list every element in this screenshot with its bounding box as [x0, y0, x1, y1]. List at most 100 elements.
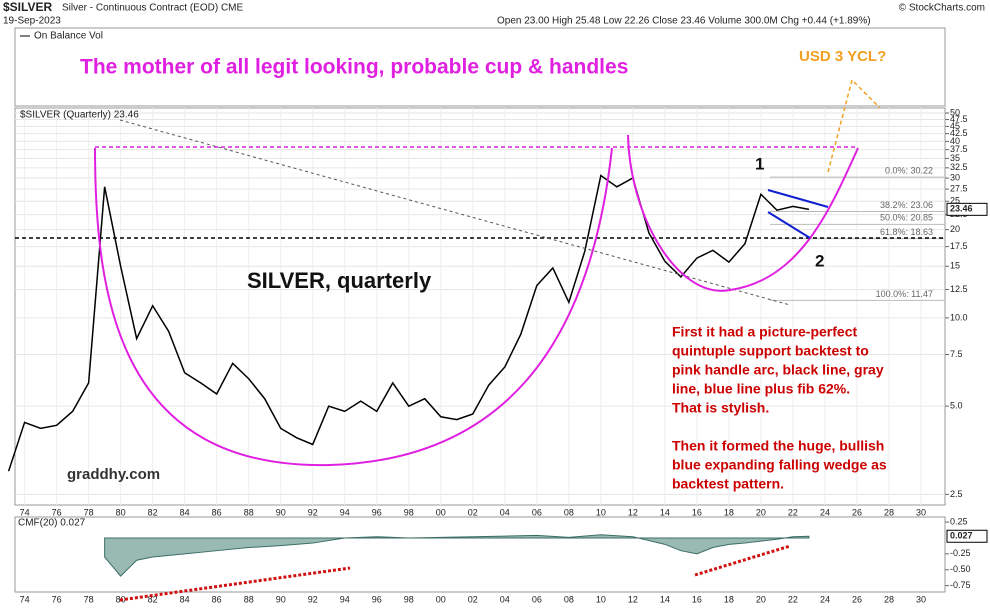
- x-tick-label: 10: [596, 507, 606, 517]
- target-label: USD 3 YCL?: [799, 48, 886, 65]
- x-tick-label: 98: [404, 507, 414, 517]
- y-tick-label: 30: [950, 172, 960, 182]
- cmf-area: [104, 534, 810, 577]
- x-tick-label: 16: [692, 594, 702, 604]
- symbol: $SILVER: [3, 0, 52, 14]
- y-tick-label: -0.25: [950, 548, 971, 558]
- x-tick-label: 12: [628, 594, 638, 604]
- y-tick-label: 40: [950, 136, 960, 146]
- y-tick-label: 27.5: [950, 183, 968, 193]
- last-value-box: [946, 202, 988, 216]
- y-tick-label: 47.5: [950, 114, 968, 124]
- last-value: 0.027: [950, 531, 973, 541]
- site: graddhy.com: [67, 466, 160, 483]
- y-tick-label: 2.5: [950, 489, 963, 499]
- instrument-name: Silver - Continuous Contract (EOD) CME: [62, 3, 243, 14]
- x-tick-label: 06: [532, 507, 542, 517]
- note-line: First it had a picture-perfect: [672, 324, 857, 340]
- note-line: Then it formed the huge, bullish: [672, 438, 884, 454]
- x-tick-label: 24: [820, 594, 830, 604]
- handle-arc: [627, 134, 859, 292]
- x-tick-label: 24: [820, 507, 830, 517]
- point-label: 2: [815, 251, 824, 270]
- x-tick-label: 02: [468, 594, 478, 604]
- note-line: line, blue line plus fib 62%.: [672, 381, 850, 397]
- x-tick-label: 16: [692, 507, 702, 517]
- x-tick-label: 98: [404, 594, 414, 604]
- y-tick-label: 35: [950, 153, 960, 163]
- chart-title: The mother of all legit looking, probabl…: [80, 56, 628, 79]
- x-tick-label: 26: [852, 507, 862, 517]
- cmf-legend: CMF(20) 0.027: [18, 518, 86, 529]
- x-tick-label: 28: [884, 594, 894, 604]
- x-tick-label: 92: [308, 507, 318, 517]
- x-tick-label: 00: [436, 594, 446, 604]
- x-tick-label: 22: [788, 594, 798, 604]
- cmf-panel: [14, 516, 946, 593]
- x-tick-label: 14: [660, 507, 670, 517]
- x-tick-label: 20: [756, 507, 766, 517]
- x-tick-label: 84: [180, 594, 190, 604]
- y-tick-label: 32.5: [950, 162, 968, 172]
- price-line: [7, 174, 810, 472]
- x-tick-label: 22: [788, 507, 798, 517]
- x-tick-label: 30: [916, 594, 926, 604]
- point-label: 1: [755, 154, 764, 173]
- x-tick-label: 08: [564, 507, 574, 517]
- x-tick-label: 86: [212, 594, 222, 604]
- x-tick-label: 92: [308, 594, 318, 604]
- x-tick-label: 94: [340, 507, 350, 517]
- x-tick-label: 06: [532, 594, 542, 604]
- y-tick-label: 50: [950, 107, 960, 117]
- x-tick-label: 82: [148, 594, 158, 604]
- last-value-box: [946, 529, 988, 543]
- y-tick-label: 10.0: [950, 312, 968, 322]
- note-line: backtest pattern.: [672, 476, 784, 492]
- price-panel: [14, 107, 946, 506]
- x-tick-label: 76: [52, 507, 62, 517]
- x-tick-label: 00: [436, 507, 446, 517]
- y-tick-label: 45: [950, 121, 960, 131]
- last-value: 23.46: [950, 204, 973, 214]
- quote: Open 23.00 High 25.48 Low 22.26 Close 23…: [497, 16, 871, 27]
- fib-label: 100.0%: 11.47: [876, 289, 933, 299]
- x-tick-label: 18: [724, 594, 734, 604]
- cup-arc: [94, 147, 613, 467]
- x-tick-label: 12: [628, 507, 638, 517]
- note-line: That is stylish.: [672, 400, 769, 416]
- x-tick-label: 28: [884, 507, 894, 517]
- x-tick-label: 74: [20, 594, 30, 604]
- x-tick-label: 26: [852, 594, 862, 604]
- x-tick-label: 84: [180, 507, 190, 517]
- x-tick-label: 14: [660, 594, 670, 604]
- x-tick-label: 88: [244, 594, 254, 604]
- date: 19-Sep-2023: [3, 16, 61, 27]
- y-tick-label: 7.5: [950, 349, 963, 359]
- x-tick-label: 96: [372, 594, 382, 604]
- projection: [827, 78, 881, 173]
- trend-line: [119, 119, 791, 306]
- x-tick-label: 86: [212, 507, 222, 517]
- x-tick-label: 88: [244, 507, 254, 517]
- x-tick-label: 02: [468, 507, 478, 517]
- y-tick-label: 12.5: [950, 284, 968, 294]
- x-tick-label: 04: [500, 594, 510, 604]
- x-tick-label: 80: [116, 507, 126, 517]
- y-tick-label: 20: [950, 224, 960, 234]
- y-tick-label: 42.5: [950, 128, 968, 138]
- y-tick-label: 37.5: [950, 144, 968, 154]
- note-line: blue expanding falling wedge as: [672, 457, 887, 473]
- x-tick-label: 96: [372, 507, 382, 517]
- x-tick-label: 20: [756, 594, 766, 604]
- upper-indicator: On Balance Vol: [34, 31, 103, 42]
- x-tick-label: 94: [340, 594, 350, 604]
- x-tick-label: 78: [84, 594, 94, 604]
- fib-label: 38.2%: 23.06: [880, 200, 933, 210]
- chart-subtitle: SILVER, quarterly: [247, 268, 432, 293]
- x-tick-label: 90: [276, 507, 286, 517]
- x-tick-label: 10: [596, 594, 606, 604]
- x-tick-label: 74: [20, 507, 30, 517]
- fib-label: 61.8%: 18.63: [880, 227, 933, 237]
- divergence-lines: [119, 544, 791, 602]
- x-tick-label: 04: [500, 507, 510, 517]
